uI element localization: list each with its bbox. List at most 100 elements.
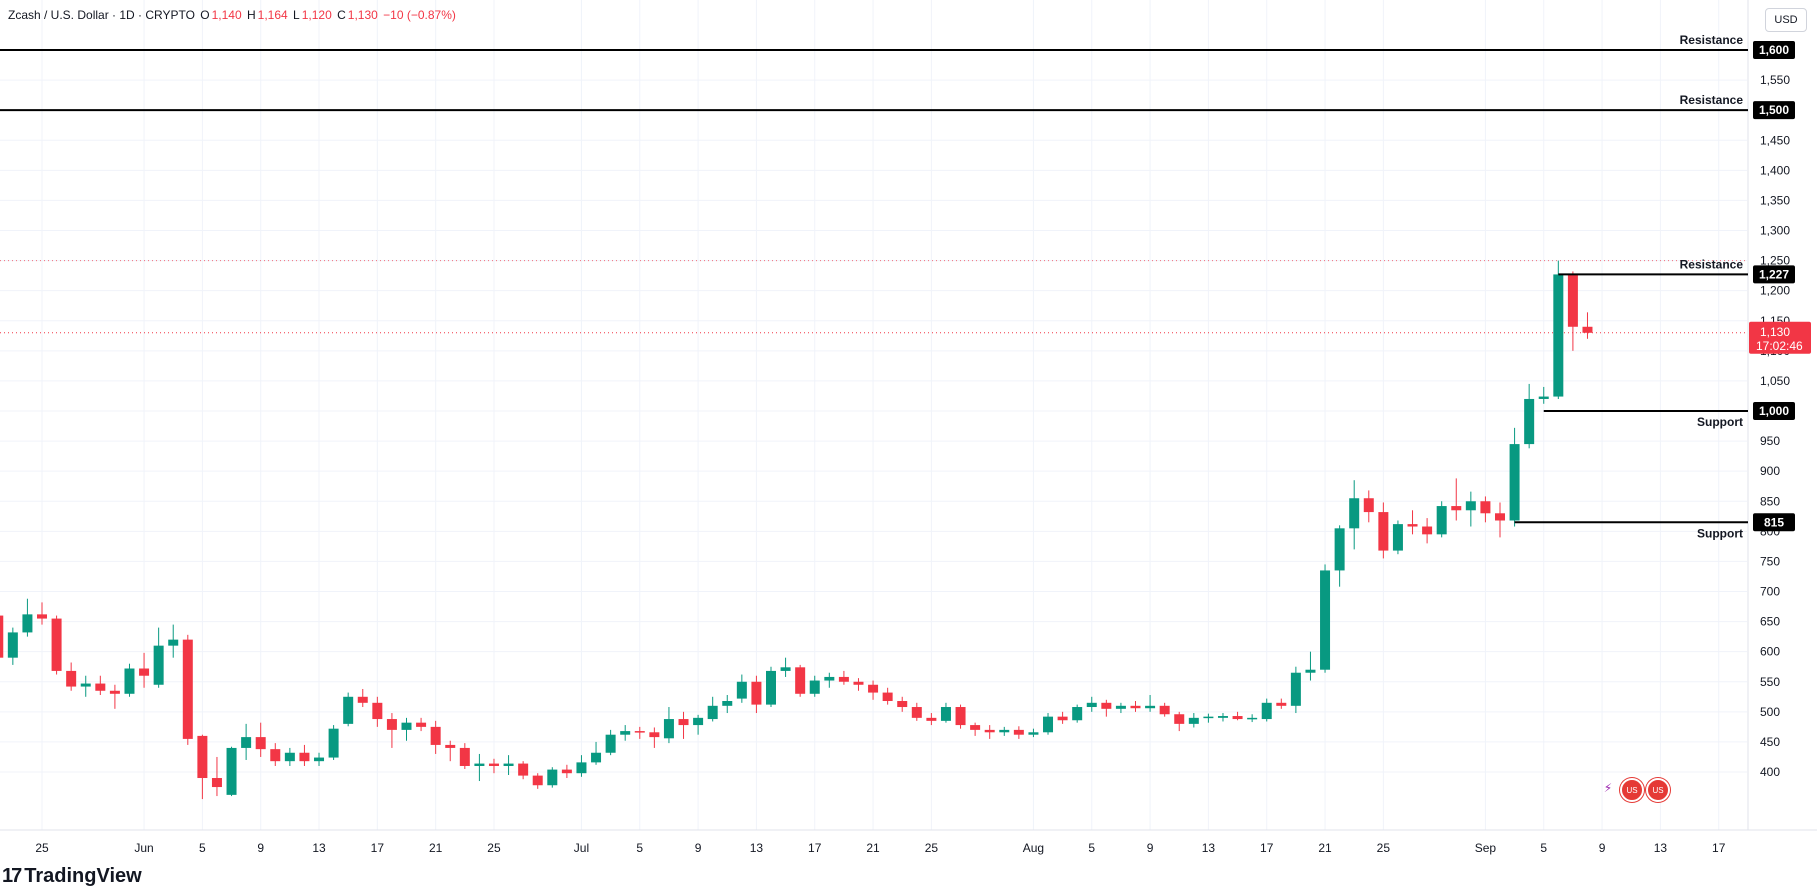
level-price-tag	[1753, 265, 1795, 284]
x-tick-label: Jul	[574, 841, 589, 855]
candle-body	[1349, 498, 1360, 529]
candle	[1305, 651, 1316, 681]
candle	[766, 666, 776, 708]
lightning-icon[interactable]: ⚡	[1603, 781, 1613, 795]
candle-body	[386, 719, 397, 730]
currency-selector[interactable]: USD	[1765, 8, 1807, 32]
candle-body	[970, 725, 981, 730]
candle	[1495, 502, 1505, 538]
candle-body	[416, 722, 427, 727]
candle	[795, 664, 806, 697]
candle-body	[518, 763, 529, 776]
candle-body	[328, 728, 339, 758]
candle-body	[299, 752, 310, 762]
candle	[270, 743, 281, 766]
x-tick-label: 21	[429, 841, 443, 855]
candle	[1043, 713, 1054, 735]
candle	[911, 702, 922, 721]
candle	[1290, 666, 1301, 714]
tradingview-mark-icon: 17	[2, 864, 22, 887]
us-flag-icon[interactable]: US	[1646, 778, 1670, 802]
candle	[1363, 490, 1374, 523]
candle	[984, 725, 995, 739]
y-tick-label: 1,450	[1760, 133, 1790, 147]
level-price-label: 1,500	[1759, 103, 1789, 117]
candle	[503, 755, 514, 776]
candle	[284, 747, 295, 766]
candle-body	[591, 752, 602, 763]
us-flag-icon[interactable]: US	[1620, 778, 1644, 802]
candle	[1188, 713, 1199, 728]
level-price-label: 815	[1764, 515, 1784, 529]
y-tick-label: 400	[1760, 765, 1780, 779]
candle-body	[182, 639, 193, 739]
level-price-label: 1,000	[1759, 404, 1789, 418]
candle-body	[1057, 716, 1068, 721]
candle-body	[882, 692, 893, 702]
candle-body	[984, 729, 995, 733]
candle-body	[1480, 501, 1491, 514]
candle-body	[1174, 714, 1185, 724]
tradingview-logo[interactable]: 17 TradingView	[2, 861, 142, 891]
candle-body	[109, 690, 120, 694]
candle-body	[1130, 705, 1141, 709]
candle	[561, 764, 572, 779]
level-label: Resistance	[1680, 33, 1744, 47]
low-label: L	[293, 8, 300, 22]
candle-body	[1232, 716, 1243, 720]
candle	[1349, 480, 1360, 550]
candle-body	[955, 707, 966, 726]
change-value: −10 (−0.87%)	[383, 8, 456, 22]
candle	[474, 753, 485, 782]
candle	[372, 696, 383, 727]
candle-body	[722, 701, 733, 706]
x-tick-label: 21	[1318, 841, 1332, 855]
candle	[299, 744, 310, 766]
candle-body	[824, 676, 835, 681]
candle	[649, 727, 660, 748]
candle	[139, 652, 150, 688]
candle	[124, 663, 135, 697]
candle	[1538, 386, 1549, 404]
candle-body	[1465, 501, 1476, 511]
last-price-label: 1,130	[1760, 325, 1790, 339]
events-bar: ⚡ US US	[1598, 778, 1670, 802]
candle	[707, 696, 718, 722]
candle	[1524, 383, 1535, 449]
candle-body	[1320, 570, 1331, 670]
x-tick-label: 5	[636, 841, 643, 855]
candle-body	[80, 683, 91, 687]
candle-body	[911, 707, 922, 718]
candle	[1553, 260, 1564, 399]
candle-body	[1538, 396, 1549, 399]
y-tick-label: 1,300	[1760, 224, 1790, 238]
y-tick-label: 900	[1760, 464, 1780, 478]
candle	[955, 704, 966, 729]
candle-body	[153, 645, 164, 685]
candle	[605, 729, 616, 756]
candle	[182, 634, 193, 745]
candle-body	[7, 632, 18, 658]
candle	[1013, 726, 1024, 739]
candle	[7, 627, 18, 665]
candle	[80, 675, 91, 697]
candle	[314, 752, 325, 766]
candle	[1101, 699, 1112, 717]
candle	[882, 687, 893, 705]
candle	[532, 773, 543, 789]
candle	[620, 725, 631, 741]
candle	[853, 678, 864, 691]
candle	[37, 602, 47, 625]
candle	[1086, 696, 1097, 712]
candle-body	[1072, 707, 1083, 721]
candle-body	[1553, 274, 1564, 397]
level-price-tag	[1753, 41, 1795, 59]
candle	[751, 675, 762, 714]
x-tick-label: 25	[35, 841, 49, 855]
candle-body	[1145, 705, 1156, 709]
x-tick-label: Sep	[1475, 841, 1497, 855]
candle-body	[620, 731, 631, 735]
candle	[868, 680, 879, 700]
